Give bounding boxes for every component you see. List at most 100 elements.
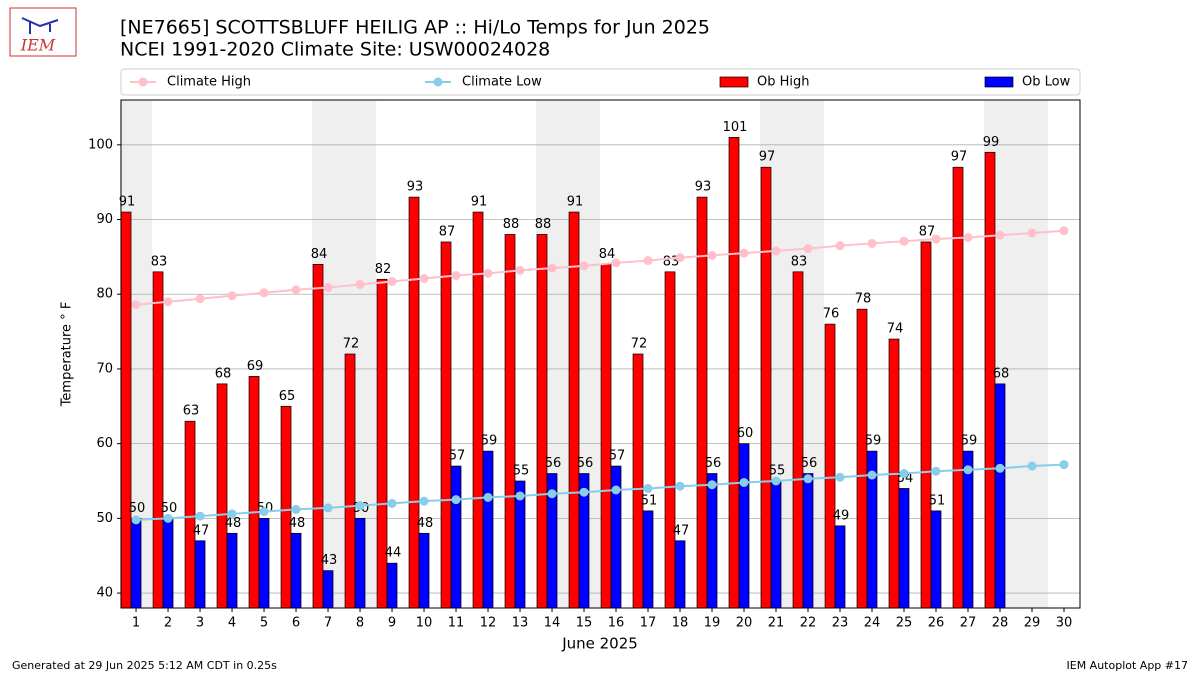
climate-point <box>259 288 269 298</box>
y-tick-label: 40 <box>96 586 113 601</box>
bar-label: 68 <box>993 366 1010 381</box>
bar-label: 83 <box>791 254 808 269</box>
bar-label: 51 <box>929 493 946 508</box>
y-tick-label: 90 <box>96 212 113 227</box>
climate-point <box>387 498 397 508</box>
bar-label: 76 <box>823 307 840 322</box>
climate-point <box>1027 228 1037 238</box>
legend-swatch <box>719 76 749 88</box>
climate-point <box>483 492 493 502</box>
bar <box>632 353 644 609</box>
bar <box>440 241 452 609</box>
y-axis-label: Temperature ° F <box>60 302 75 408</box>
climate-point <box>387 277 397 287</box>
bar <box>450 465 462 609</box>
x-tick-label: 2 <box>164 616 172 631</box>
bar <box>408 196 420 609</box>
bar <box>770 480 782 609</box>
x-tick-label: 1 <box>132 616 140 631</box>
bar-label: 65 <box>279 389 296 404</box>
bar-label: 87 <box>439 224 456 239</box>
climate-point <box>547 489 557 499</box>
bar <box>418 532 430 609</box>
climate-point <box>643 256 653 266</box>
climate-point <box>643 483 653 493</box>
climate-point <box>899 236 909 246</box>
climate-point <box>739 477 749 487</box>
bar <box>386 562 398 609</box>
climate-point <box>355 280 365 290</box>
x-tick-label: 7 <box>324 616 332 631</box>
bar <box>792 271 804 609</box>
climate-point <box>451 271 461 281</box>
climate-point <box>291 285 301 295</box>
bar-label: 69 <box>247 359 264 374</box>
climate-line <box>135 229 1065 306</box>
y-tick-label: 60 <box>96 436 113 451</box>
bar-label: 93 <box>695 180 712 195</box>
x-tick-label: 16 <box>608 616 625 631</box>
climate-point <box>835 472 845 482</box>
climate-point <box>163 297 173 307</box>
bar-label: 51 <box>641 493 658 508</box>
climate-point <box>419 274 429 284</box>
x-tick-label: 10 <box>416 616 433 631</box>
x-tick-label: 28 <box>992 616 1009 631</box>
climate-point <box>707 480 717 490</box>
weekend-band <box>1016 100 1049 608</box>
bar <box>504 234 516 609</box>
climate-point <box>611 485 621 495</box>
bar-label: 57 <box>449 449 466 464</box>
climate-line <box>135 463 1065 521</box>
bar-label: 50 <box>129 501 146 516</box>
x-tick-label: 8 <box>356 616 364 631</box>
bar-label: 59 <box>865 434 882 449</box>
climate-point <box>323 503 333 513</box>
bar-label: 99 <box>983 135 1000 150</box>
climate-point <box>131 515 141 525</box>
climate-point <box>355 501 365 511</box>
bar <box>162 518 174 609</box>
bar-label: 57 <box>609 449 626 464</box>
legend-label: Ob Low <box>1022 75 1071 90</box>
y-tick-label: 50 <box>96 511 113 526</box>
x-tick-label: 4 <box>228 616 236 631</box>
bar <box>802 473 814 609</box>
bar <box>706 473 718 609</box>
x-tick-label: 14 <box>544 616 561 631</box>
bar <box>962 450 974 609</box>
x-tick-label: 9 <box>388 616 396 631</box>
bar-label: 47 <box>193 523 210 538</box>
bar-label: 68 <box>215 366 232 381</box>
x-tick-label: 29 <box>1024 616 1041 631</box>
bar-label: 84 <box>599 247 616 262</box>
bar-label: 49 <box>833 508 850 523</box>
climate-point <box>515 265 525 275</box>
bar-label: 43 <box>321 553 338 568</box>
climate-point <box>803 244 813 254</box>
bar-label: 60 <box>737 426 754 441</box>
climate-point <box>323 283 333 293</box>
bar <box>664 271 676 609</box>
x-tick-label: 5 <box>260 616 268 631</box>
y-tick-label: 100 <box>88 137 113 152</box>
climate-point <box>163 513 173 523</box>
bar <box>930 510 942 609</box>
footer-left: Generated at 29 Jun 2025 5:12 AM CDT in … <box>12 659 277 672</box>
climate-point <box>963 232 973 242</box>
bar-label: 101 <box>723 120 748 135</box>
x-tick-label: 3 <box>196 616 204 631</box>
x-tick-label: 30 <box>1056 616 1073 631</box>
bar-label: 93 <box>407 180 424 195</box>
bar-label: 48 <box>289 516 306 531</box>
climate-point <box>675 481 685 491</box>
legend-label: Ob High <box>757 75 810 90</box>
climate-point <box>195 294 205 304</box>
bar <box>824 323 836 609</box>
bar <box>482 450 494 609</box>
bar <box>920 241 932 609</box>
bar <box>258 518 270 609</box>
x-tick-label: 25 <box>896 616 913 631</box>
bar <box>130 518 142 609</box>
